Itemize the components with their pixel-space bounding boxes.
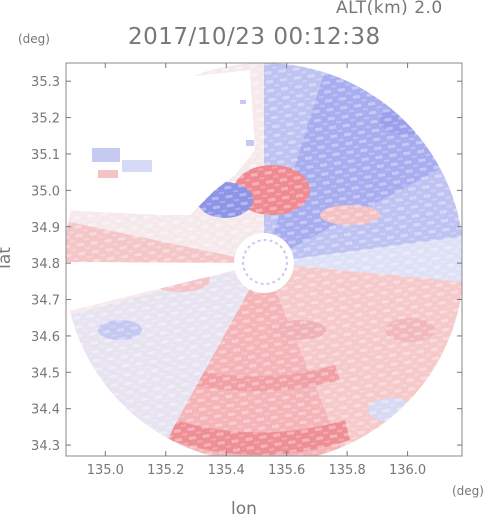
y-tick-label: 35.3 bbox=[31, 75, 60, 90]
x-tick-label: 136.0 bbox=[389, 463, 426, 478]
plot-frame bbox=[65, 62, 463, 457]
x-tick-label: 135.4 bbox=[208, 463, 245, 478]
y-tick-label: 34.3 bbox=[31, 439, 60, 454]
y-tick-label: 35.0 bbox=[31, 184, 60, 199]
timestamp-title: 2017/10/23 00:12:38 bbox=[128, 24, 381, 50]
x-tick-label: 135.2 bbox=[147, 463, 184, 478]
x-axis-label: lon bbox=[231, 499, 257, 519]
y-tick-label: 35.2 bbox=[31, 112, 60, 127]
y-tick-label: 34.4 bbox=[31, 403, 60, 418]
y-tick-label: 34.7 bbox=[31, 294, 60, 309]
x-tick-label: 135.6 bbox=[268, 463, 305, 478]
radar-field bbox=[66, 63, 462, 456]
y-tick-label: 34.8 bbox=[31, 257, 60, 272]
x-tick-label: 135.8 bbox=[329, 463, 366, 478]
y-unit-label: (deg) bbox=[18, 32, 50, 46]
y-tick-label: 34.5 bbox=[31, 366, 60, 381]
altitude-label: ALT(km) 2.0 bbox=[336, 0, 443, 18]
y-tick-label: 35.1 bbox=[31, 148, 60, 163]
scattered-echoes bbox=[92, 100, 288, 285]
x-unit-label: (deg) bbox=[452, 484, 484, 498]
y-tick-label: 34.9 bbox=[31, 221, 60, 236]
y-tick-label: 34.6 bbox=[31, 330, 60, 345]
x-tick-label: 135.0 bbox=[87, 463, 124, 478]
